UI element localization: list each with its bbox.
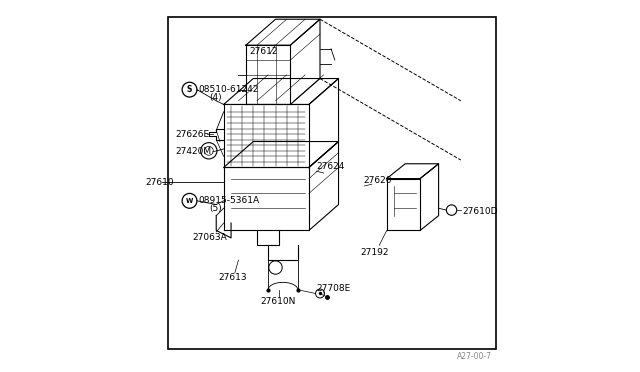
Text: A27-00-7: A27-00-7	[458, 352, 492, 361]
Text: 27610N: 27610N	[260, 297, 296, 306]
Text: 27626E: 27626E	[175, 129, 209, 139]
Text: 27708E: 27708E	[316, 284, 351, 293]
Text: 27063A: 27063A	[192, 233, 227, 243]
Text: S: S	[187, 85, 192, 94]
Text: W: W	[186, 198, 193, 204]
Text: 27624: 27624	[316, 162, 345, 171]
Bar	[168, 17, 496, 349]
Text: 27620: 27620	[364, 176, 392, 185]
Text: 27420M: 27420M	[175, 147, 212, 156]
Text: 27613: 27613	[218, 273, 246, 282]
Text: (4): (4)	[209, 93, 221, 102]
Text: 27610: 27610	[145, 178, 173, 187]
Text: 08915-5361A: 08915-5361A	[198, 196, 260, 205]
Text: 27610D: 27610D	[462, 207, 497, 216]
Text: 27612: 27612	[250, 47, 278, 56]
Text: 08510-61242: 08510-61242	[198, 85, 259, 94]
Text: (5): (5)	[209, 204, 221, 213]
Text: 27192: 27192	[361, 248, 389, 257]
